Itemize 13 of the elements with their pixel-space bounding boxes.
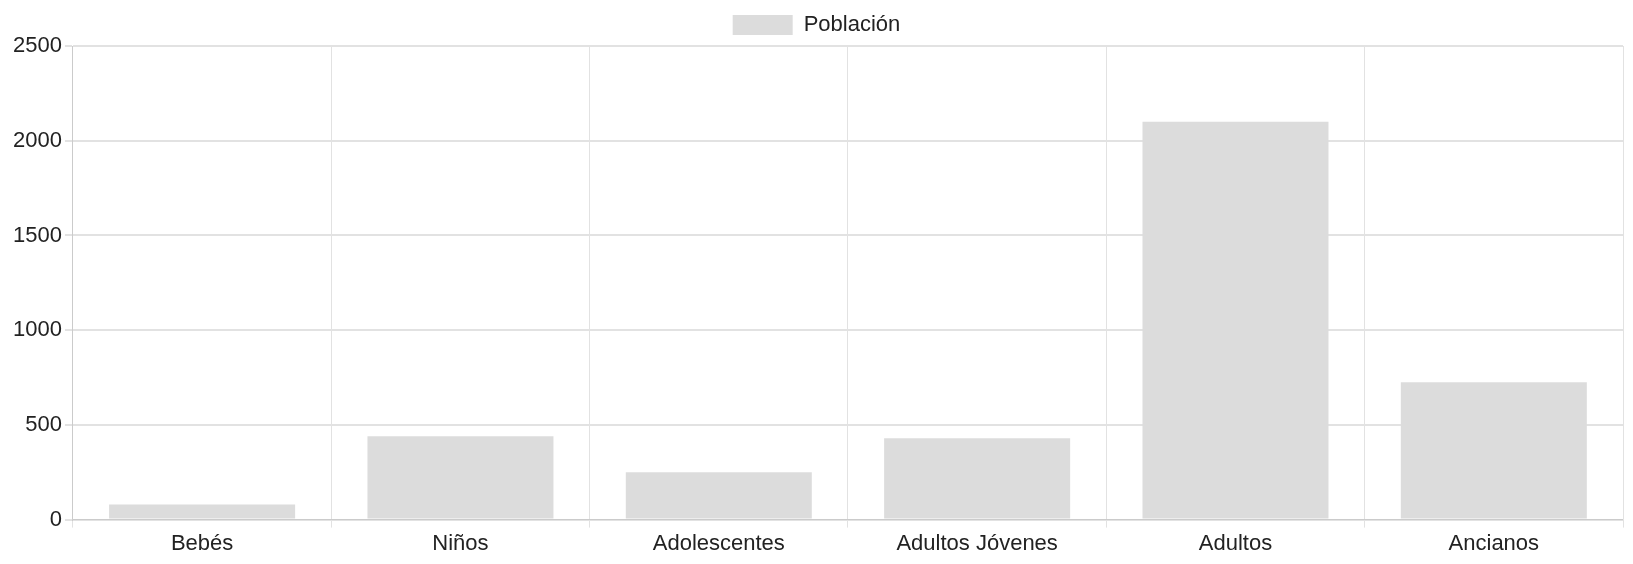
legend-label: Población: [803, 11, 901, 37]
y-tick-label: 0: [49, 505, 62, 531]
y-tick-label: 2000: [12, 126, 62, 152]
x-tick-label: Niños: [432, 529, 489, 555]
y-tick-label: 1500: [12, 221, 62, 247]
x-tick-label: Ancianos: [1448, 529, 1540, 555]
x-tick-label: Bebés: [170, 529, 234, 555]
y-tick-label: 1000: [12, 316, 62, 342]
x-tick-label: Adultos Jóvenes: [896, 529, 1058, 555]
x-tick-label: Adultos: [1198, 529, 1273, 555]
x-tick-label: Adolescentes: [652, 529, 785, 555]
y-tick-label: 500: [25, 410, 62, 436]
y-tick-label: 2500: [12, 32, 62, 58]
